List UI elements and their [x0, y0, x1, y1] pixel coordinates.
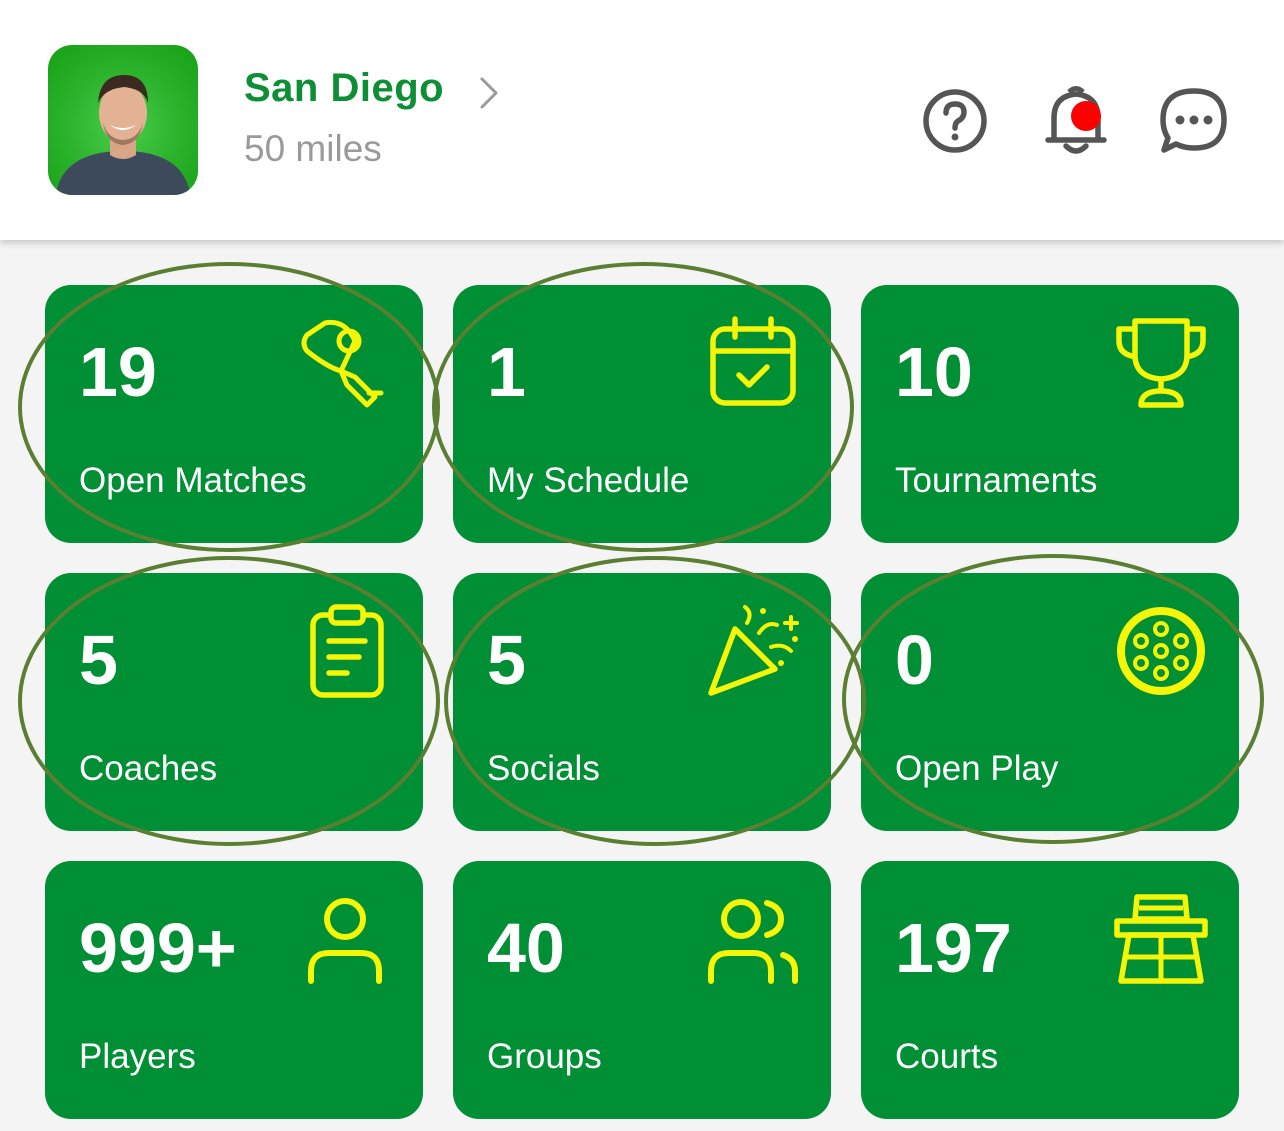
- tile-label: Open Play: [895, 749, 1059, 788]
- location-city[interactable]: San Diego: [244, 66, 445, 110]
- clipboard-icon: [310, 604, 384, 698]
- location-selector[interactable]: San Diego: [244, 66, 498, 111]
- trophy-icon: [1116, 318, 1206, 408]
- tile-players[interactable]: 999+ Players: [45, 861, 423, 1119]
- chat-bubble-icon[interactable]: [1158, 86, 1230, 156]
- tile-count: 1: [487, 333, 526, 411]
- tile-count: 10: [895, 333, 973, 411]
- tile-label: Socials: [487, 749, 600, 788]
- party-popper-icon: [708, 605, 799, 696]
- tile-courts[interactable]: 197 Courts: [861, 861, 1239, 1119]
- tile-tournaments[interactable]: 10 Tournaments: [861, 285, 1239, 543]
- bell-icon[interactable]: [1036, 82, 1116, 158]
- tile-label: Open Matches: [79, 461, 307, 500]
- profile-photo: [56, 75, 190, 195]
- tile-label: Groups: [487, 1037, 602, 1076]
- calendar-check-icon: [710, 316, 796, 406]
- tile-count: 197: [895, 909, 1012, 987]
- tile-count: 5: [79, 621, 118, 699]
- pickleball-icon: [1117, 607, 1205, 695]
- tile-socials[interactable]: 5 Socials: [453, 573, 831, 831]
- tile-my-schedule[interactable]: 1 My Schedule: [453, 285, 831, 543]
- location-radius: 50 miles: [244, 128, 382, 169]
- tile-count: 5: [487, 621, 526, 699]
- user-icon: [308, 898, 382, 984]
- tile-coaches[interactable]: 5 Coaches: [45, 573, 423, 831]
- tile-label: Players: [79, 1037, 196, 1076]
- tile-label: Tournaments: [895, 461, 1098, 500]
- top-bar: San Diego 50 miles: [0, 0, 1284, 240]
- tile-count: 999+: [79, 909, 237, 987]
- tile-open-play[interactable]: 0 Open Play: [861, 573, 1239, 831]
- notification-dot: [1071, 101, 1101, 131]
- tile-groups[interactable]: 40 Groups: [453, 861, 831, 1119]
- tile-count: 40: [487, 909, 565, 987]
- tile-label: Coaches: [79, 749, 218, 788]
- tile-count: 0: [895, 621, 934, 699]
- tile-count: 19: [79, 333, 157, 411]
- pickleball-paddle-icon: [301, 319, 384, 408]
- users-icon: [708, 899, 798, 984]
- tile-open-matches[interactable]: 19 Open Matches: [45, 285, 423, 543]
- court-icon: [1114, 894, 1208, 984]
- chevron-right-icon[interactable]: [478, 76, 500, 110]
- tile-label: My Schedule: [487, 461, 690, 500]
- avatar[interactable]: [48, 45, 198, 195]
- help-circle-icon[interactable]: [920, 86, 990, 156]
- tile-label: Courts: [895, 1037, 999, 1076]
- dashboard-grid: 19 Open Matches 1 My Schedule 10 Tournam…: [0, 240, 1284, 1131]
